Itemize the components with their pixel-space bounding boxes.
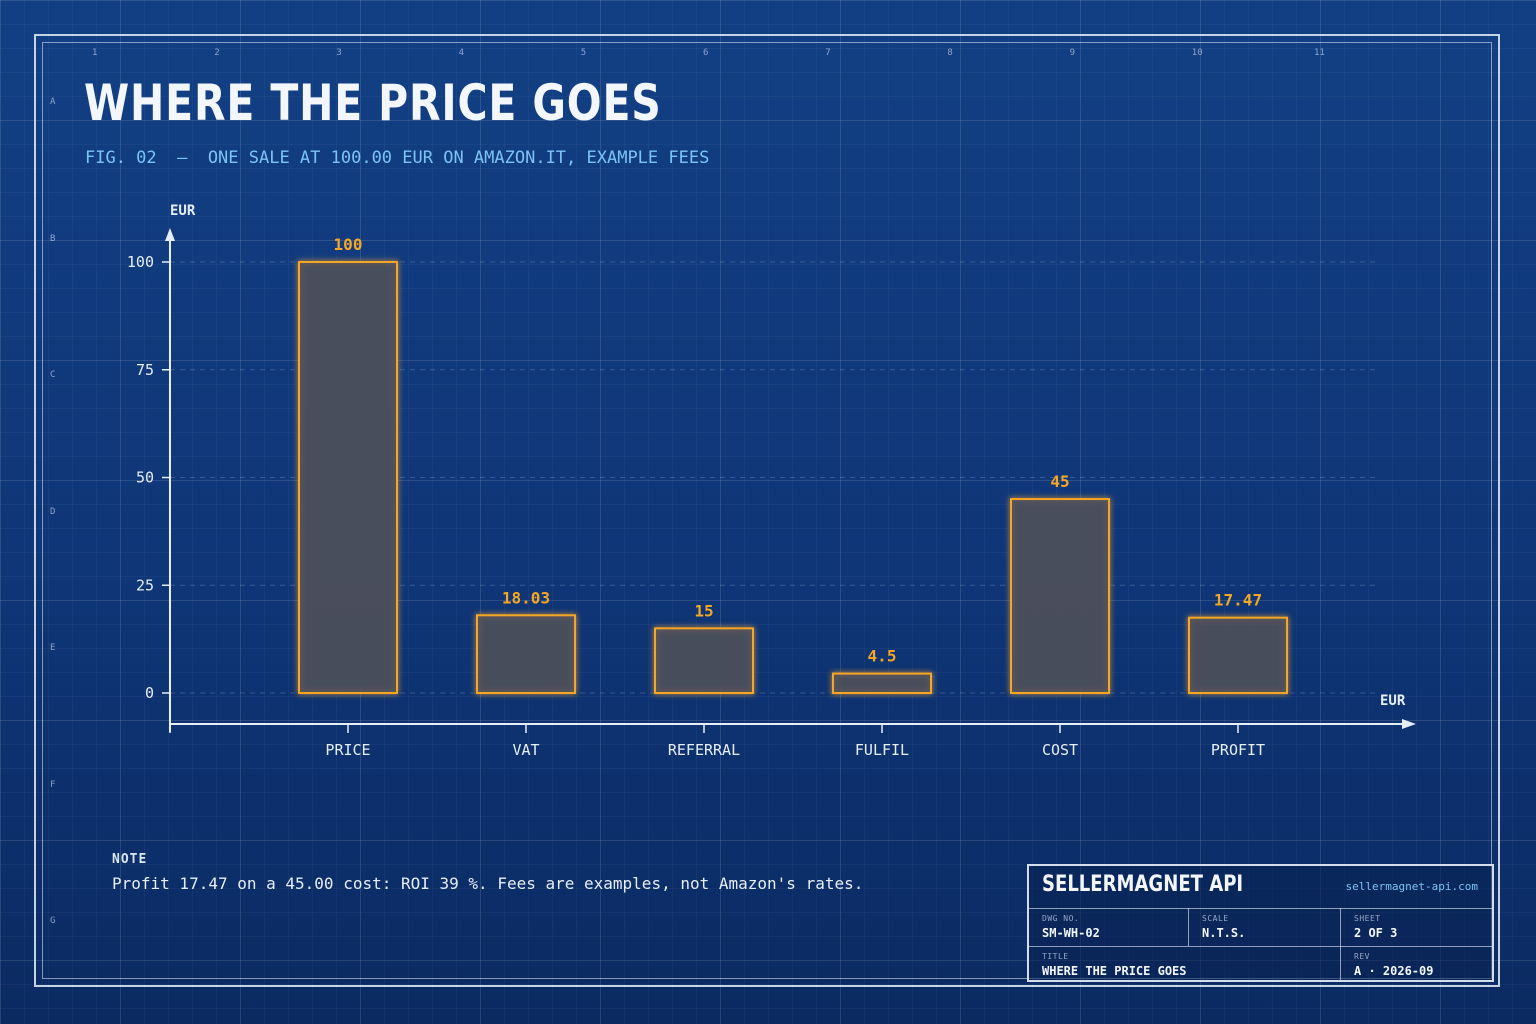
y-tick-label: 25 xyxy=(136,576,154,594)
zone-row-B: B xyxy=(50,233,56,244)
rev-label: REV xyxy=(1354,952,1370,961)
note-label: NOTE xyxy=(112,852,148,867)
rev-value: A · 2026-09 xyxy=(1354,964,1434,978)
zone-row-E: E xyxy=(50,643,56,653)
x-tick-label: COST xyxy=(1042,741,1078,759)
zone-column-6: 6 xyxy=(703,48,709,58)
x-axis-arrow xyxy=(1402,719,1416,729)
zone-column-9: 9 xyxy=(1069,48,1076,58)
y-tick-label: 100 xyxy=(127,253,154,271)
y-tick-label: 0 xyxy=(145,684,154,702)
bar-cost xyxy=(1010,498,1110,694)
note-text: Profit 17.47 on a 45.00 cost: ROI 39 %. … xyxy=(112,874,864,893)
chart-subtitle: FIG. 02 — ONE SALE AT 100.00 EUR ON AMAZ… xyxy=(85,148,710,168)
zone-column-11: 11 xyxy=(1314,48,1325,58)
company-name: SELLERMAGNET API xyxy=(1042,872,1244,897)
drawing-frame-outer xyxy=(34,34,1500,987)
scale-value: N.T.S. xyxy=(1202,926,1246,940)
sheet-label: SHEET xyxy=(1354,914,1381,923)
chart-title: WHERE THE PRICE GOES xyxy=(84,74,662,132)
drawing-title-value: WHERE THE PRICE GOES xyxy=(1042,964,1187,978)
x-tick-label: PROFIT xyxy=(1211,741,1265,759)
zone-column-5: 5 xyxy=(580,48,587,58)
y-axis-arrow xyxy=(165,228,175,241)
scale-cell: SCALE N.T.S. xyxy=(1188,908,1340,946)
x-tick-label: VAT xyxy=(512,741,539,759)
x-tick-label: PRICE xyxy=(325,741,370,759)
zone-row-G: G xyxy=(50,916,56,926)
zone-row-C: C xyxy=(50,370,56,380)
drawing-frame-inner xyxy=(42,42,1492,979)
zone-column-1: 1 xyxy=(92,48,98,58)
zone-row-A: A xyxy=(50,97,56,107)
dwg-no-cell: DWG NO. SM-WH-02 xyxy=(1029,908,1187,946)
x-axis-label: EUR xyxy=(1380,693,1406,709)
data-label: 17.47 xyxy=(1214,591,1262,610)
data-label: 100 xyxy=(334,235,363,254)
bar-vat xyxy=(476,614,576,695)
drawing-title-cell: TITLE WHERE THE PRICE GOES xyxy=(1029,946,1340,980)
bar-fulfil xyxy=(832,672,932,694)
dwg-no-value: SM-WH-02 xyxy=(1042,926,1100,940)
bar-price xyxy=(298,261,398,694)
y-axis-label: EUR xyxy=(170,203,196,219)
drawing-title-label: TITLE xyxy=(1042,952,1069,961)
zone-column-2: 2 xyxy=(214,48,220,58)
data-label: 15 xyxy=(694,601,713,620)
data-label: 4.5 xyxy=(868,647,897,666)
zone-column-4: 4 xyxy=(458,48,465,58)
title-block: SELLERMAGNET API sellermagnet-api.com DW… xyxy=(1027,864,1494,982)
zone-column-3: 3 xyxy=(336,48,342,58)
company-url: sellermagnet-api.com xyxy=(1345,880,1478,893)
data-label: 18.03 xyxy=(502,588,550,607)
x-tick-label: FULFIL xyxy=(855,741,909,759)
zone-column-7: 7 xyxy=(825,48,831,58)
data-label: 45 xyxy=(1050,472,1069,491)
y-tick-label: 75 xyxy=(136,361,154,379)
zone-column-10: 10 xyxy=(1191,48,1203,58)
dwg-no-label: DWG NO. xyxy=(1042,914,1080,923)
bar-profit xyxy=(1188,616,1288,694)
zone-row-F: F xyxy=(50,779,56,790)
sheet-cell: SHEET 2 OF 3 xyxy=(1340,908,1492,946)
zone-column-8: 8 xyxy=(947,48,953,58)
x-tick-label: REFERRAL xyxy=(668,741,740,759)
rev-cell: REV A · 2026-09 xyxy=(1340,946,1492,980)
bar-referral xyxy=(654,627,754,694)
sheet-value: 2 OF 3 xyxy=(1354,926,1398,940)
y-tick-label: 50 xyxy=(136,469,154,487)
scale-label: SCALE xyxy=(1202,914,1229,923)
zone-row-D: D xyxy=(50,506,56,517)
